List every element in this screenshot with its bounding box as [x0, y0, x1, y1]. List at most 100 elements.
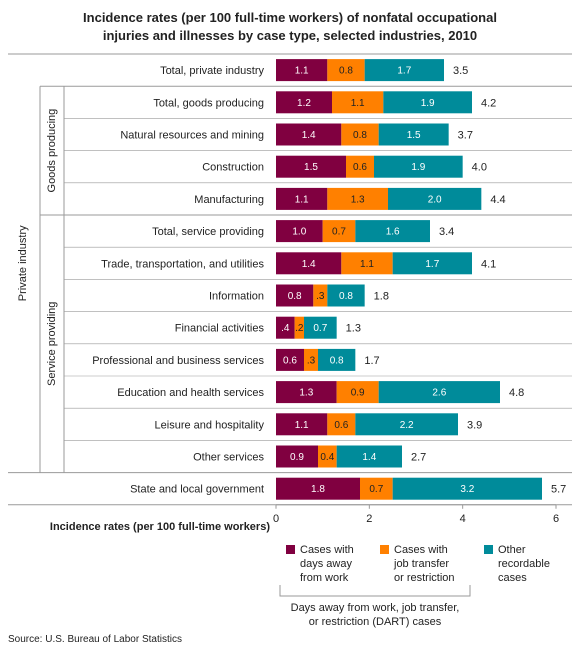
bar-segment — [304, 316, 337, 339]
bar-segment — [276, 220, 323, 243]
bar-segment — [276, 413, 328, 436]
x-axis: 0 2 4 6 — [273, 504, 559, 525]
bar-segment-label: 1.8 — [311, 484, 325, 495]
chart-rows: Private industry Goods producing Service p… — [8, 53, 572, 506]
bar-segment — [313, 284, 328, 307]
bar-segment-label: 1.2 — [297, 98, 311, 109]
bar-total-label: 3.4 — [439, 226, 454, 238]
chart-bars: 1.1 0.8 1.7 3.5 1.2 1.1 1.9 4.2 1.4 0.8 1.5 3.7 1.5 0… — [276, 59, 566, 500]
bar-segment-label: 0.8 — [353, 130, 367, 141]
bar-segment-label: 0.4 — [320, 452, 334, 463]
bar-segment-label: 1.4 — [302, 130, 316, 141]
category-label: Trade, transportation, and utilities — [101, 258, 264, 270]
legend-label: job transfer — [393, 558, 449, 570]
bar-segment-label: 1.4 — [362, 452, 376, 463]
bar-segment-label: 2.0 — [428, 194, 442, 205]
bar-segment — [276, 445, 318, 468]
bar-total-label: 4.8 — [509, 387, 524, 399]
category-label: Financial activities — [175, 323, 265, 335]
bar-segment — [374, 155, 463, 178]
legend-dart-label: or restriction (DART) cases — [309, 616, 442, 628]
group-label-service-providing: Service providing — [46, 302, 58, 386]
bar-segment-label: 1.0 — [292, 227, 306, 238]
bar-segment — [318, 348, 356, 371]
category-label: Education and health services — [117, 387, 264, 399]
bar-segment — [378, 381, 500, 404]
bar-segment-label: 0.6 — [353, 162, 367, 173]
bar-segment — [360, 477, 393, 500]
bar-segment-label: 0.8 — [339, 291, 353, 302]
legend-swatch — [380, 545, 389, 554]
x-tick-label: 2 — [366, 513, 372, 525]
bar-segment — [276, 252, 342, 275]
bar-segment-label: 0.7 — [369, 484, 383, 495]
bar-segment-label: .2 — [295, 323, 304, 334]
legend-label: Cases with — [394, 544, 448, 556]
bar-segment-label: 1.6 — [386, 227, 400, 238]
bar-segment — [322, 220, 356, 243]
category-label: Total, private industry — [160, 65, 264, 77]
category-label: State and local government — [130, 484, 264, 496]
bar-total-label: 1.3 — [346, 323, 361, 335]
bar-segment — [332, 91, 384, 114]
category-label: Information — [209, 291, 264, 303]
legend-label: or restriction — [394, 572, 455, 584]
bar-segment-label: 0.6 — [283, 355, 297, 366]
bar-segment — [392, 477, 542, 500]
bar-segment-label: 0.7 — [332, 227, 346, 238]
bar-segment-label: .4 — [281, 323, 290, 334]
x-axis-title: Incidence rates (per 100 full-time worke… — [50, 521, 270, 533]
bar-segment — [304, 348, 318, 371]
bar-segment-label: .3 — [307, 355, 316, 366]
bar-segment — [378, 123, 449, 146]
bar-total-label: 2.7 — [411, 452, 426, 464]
legend-dart-label: Days away from work, job transfer, — [291, 602, 460, 614]
bar-total-label: 3.5 — [453, 65, 468, 77]
bar-segment — [276, 123, 342, 146]
bar-segment — [327, 59, 365, 82]
bar-segment — [276, 284, 314, 307]
legend-dart-bracket — [279, 585, 471, 597]
bar-segment — [392, 252, 472, 275]
bar-total-label: 4.1 — [481, 258, 496, 270]
bar-segment — [276, 316, 295, 339]
legend-label: Cases with — [300, 544, 354, 556]
category-label: Natural resources and mining — [120, 130, 264, 142]
bar-total-label: 4.2 — [481, 97, 496, 109]
legend-label: days away — [300, 558, 352, 570]
bar-segment — [388, 187, 482, 210]
bar-segment-label: 2.6 — [432, 388, 446, 399]
category-label: Construction — [202, 162, 264, 174]
bar-segment — [276, 348, 304, 371]
bar-segment-label: 0.8 — [330, 355, 344, 366]
legend-label: cases — [498, 572, 527, 584]
x-tick-label: 0 — [273, 513, 279, 525]
bar-total-label: 4.0 — [472, 162, 487, 174]
legend-swatch — [484, 545, 493, 554]
bar-segment-label: 2.2 — [400, 420, 414, 431]
bar-total-label: 4.4 — [490, 194, 505, 206]
bar-segment — [327, 187, 388, 210]
bar-segment-label: 1.1 — [295, 66, 309, 77]
bar-segment — [355, 413, 458, 436]
bar-segment-label: 3.2 — [460, 484, 474, 495]
bar-segment — [276, 477, 360, 500]
category-label: Other services — [193, 452, 264, 464]
bar-segment — [346, 155, 374, 178]
group-label-private-industry: Private industry — [17, 225, 29, 301]
bar-total-label: 3.9 — [467, 419, 482, 431]
bar-segment-label: 1.7 — [425, 259, 439, 270]
bar-segment-label: 0.7 — [313, 323, 327, 334]
category-label: Professional and business services — [92, 355, 264, 367]
chart-title-line-1: Incidence rates (per 100 full-time worke… — [83, 10, 497, 25]
bar-segment — [318, 445, 337, 468]
bar-segment — [327, 413, 356, 436]
group-label-goods-producing: Goods producing — [46, 109, 58, 193]
bar-segment-label: 1.1 — [360, 259, 374, 270]
bar-segment-label: 1.4 — [302, 259, 316, 270]
bar-segment — [364, 59, 444, 82]
bar-segment-label: 1.3 — [351, 194, 365, 205]
bar-segment-label: 0.6 — [334, 420, 348, 431]
bar-segment-label: 1.1 — [351, 98, 365, 109]
